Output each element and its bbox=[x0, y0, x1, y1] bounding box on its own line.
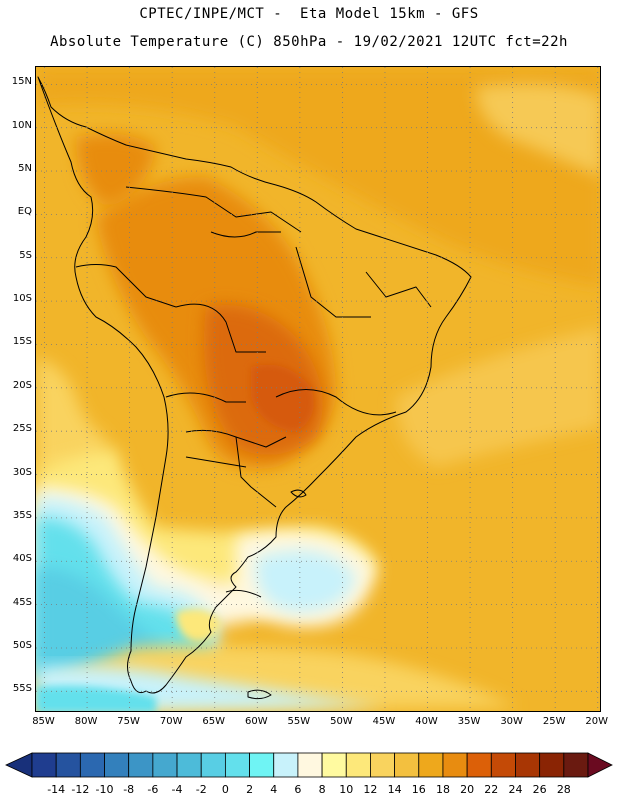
colorbar-segment bbox=[55, 752, 81, 778]
longitude-tick-label: 75W bbox=[117, 716, 140, 727]
longitude-tick-label: 25W bbox=[542, 716, 566, 727]
colorbar-tick-label: 0 bbox=[221, 783, 229, 796]
longitude-tick-label: 45W bbox=[372, 716, 396, 727]
colorbar-tick-label: 14 bbox=[387, 783, 402, 796]
colorbar-segment bbox=[490, 752, 516, 778]
latitude-tick-label: 25S bbox=[12, 423, 32, 435]
longitude-tick-label: 40W bbox=[415, 716, 438, 727]
colorbar-over-arrow bbox=[587, 752, 613, 778]
colorbar-tick-label: 16 bbox=[411, 783, 426, 796]
colorbar-segment bbox=[539, 752, 565, 778]
colorbar-tick-label: 24 bbox=[508, 783, 523, 796]
colorbar-segment bbox=[273, 752, 299, 778]
colorbar-under-arrow bbox=[5, 752, 33, 778]
colorbar-tick-label: 26 bbox=[532, 783, 547, 796]
colorbar-segment bbox=[418, 752, 444, 778]
colorbar-segment bbox=[224, 752, 250, 778]
colorbar-tick-label: -6 bbox=[147, 783, 159, 796]
colorbar-tick-label: 4 bbox=[270, 783, 278, 796]
coastlines-and-borders bbox=[37, 76, 472, 700]
colorbar-segment bbox=[563, 752, 589, 778]
colorbar-segment bbox=[104, 752, 130, 778]
longitude-tick-label: 85W bbox=[32, 716, 55, 727]
latitude-tick-label: 20S bbox=[12, 379, 32, 391]
colorbar-segment bbox=[515, 752, 541, 778]
colorbar-segment bbox=[297, 752, 323, 778]
longitude-tick-label: 30W bbox=[500, 716, 523, 727]
latitude-tick-label: 10N bbox=[11, 119, 32, 131]
colorbar-tick-label: -4 bbox=[171, 783, 183, 796]
latitude-tick-label: 10S bbox=[12, 293, 32, 305]
longitude-tick-label: 35W bbox=[457, 716, 481, 727]
colorbar-segment bbox=[152, 752, 178, 778]
longitude-tick-label: 65W bbox=[202, 716, 226, 727]
colorbar-segment bbox=[249, 752, 275, 778]
colorbar-tick-label: 8 bbox=[318, 783, 326, 796]
colorbar-tick-label: -12 bbox=[71, 783, 90, 796]
colorbar-tick-label: 20 bbox=[460, 783, 475, 796]
temperature-map bbox=[35, 66, 601, 712]
latitude-tick-label: 50S bbox=[12, 639, 32, 651]
colorbar-tick-label: 2 bbox=[246, 783, 254, 796]
colorbar-segment bbox=[128, 752, 154, 778]
colorbar-segment bbox=[466, 752, 492, 778]
colorbar-tick-label: 18 bbox=[435, 783, 450, 796]
longitude-tick-label: 80W bbox=[74, 716, 98, 727]
latitude-tick-label: 55S bbox=[12, 683, 32, 695]
colorbar-segment bbox=[321, 752, 347, 778]
latitude-tick-label: 15N bbox=[11, 76, 32, 88]
latitude-tick-label: 5S bbox=[19, 249, 32, 261]
latitude-tick-label: 15S bbox=[12, 336, 32, 348]
colorbar-tick-label: -10 bbox=[95, 783, 114, 796]
latitude-tick-label: 35S bbox=[12, 509, 32, 521]
colorbar-segment bbox=[79, 752, 105, 778]
colorbar-tick-label: -14 bbox=[47, 783, 66, 796]
colorbar-tick-label: 28 bbox=[556, 783, 571, 796]
colorbar-segment bbox=[394, 752, 420, 778]
colorbar-segment bbox=[31, 752, 57, 778]
colorbar-segment bbox=[370, 752, 396, 778]
longitude-tick-label: 20W bbox=[585, 716, 609, 727]
colorbar-tick-label: -8 bbox=[123, 783, 135, 796]
colorbar-tick-label: 10 bbox=[339, 783, 354, 796]
colorbar-tick-label: 12 bbox=[363, 783, 378, 796]
colorbar-tick-label: 22 bbox=[484, 783, 499, 796]
latitude-tick-label: 45S bbox=[12, 596, 32, 608]
temperature-field bbox=[36, 67, 600, 711]
colorbar-segment bbox=[442, 752, 468, 778]
latitude-tick-label: 5N bbox=[18, 163, 32, 175]
latitude-tick-label: 40S bbox=[12, 553, 32, 565]
colorbar-segment bbox=[345, 752, 371, 778]
colorbar-tick-label: 6 bbox=[294, 783, 302, 796]
longitude-tick-label: 60W bbox=[244, 716, 268, 727]
longitude-tick-label: 70W bbox=[159, 716, 183, 727]
latitude-tick-label: EQ bbox=[17, 206, 32, 218]
map-title-line2: Absolute Temperature (C) 850hPa - 19/02/… bbox=[50, 34, 568, 50]
longitude-tick-label: 50W bbox=[330, 716, 353, 727]
map-title-line1: CPTEC/INPE/MCT - Eta Model 15km - GFS bbox=[139, 6, 479, 22]
colorbar-tick-label: -2 bbox=[195, 783, 207, 796]
colorbar-segment bbox=[176, 752, 202, 778]
colorbar-segment bbox=[200, 752, 226, 778]
longitude-tick-label: 55W bbox=[287, 716, 311, 727]
latitude-tick-label: 30S bbox=[12, 466, 32, 478]
